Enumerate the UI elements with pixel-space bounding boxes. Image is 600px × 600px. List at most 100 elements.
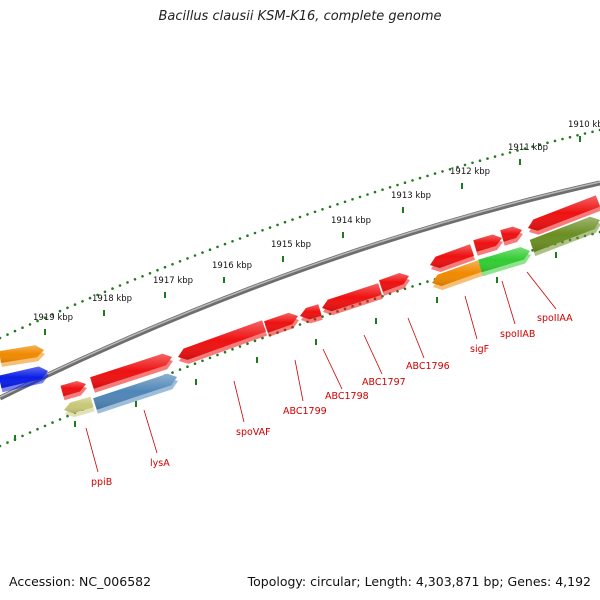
scale-dot bbox=[388, 186, 392, 189]
scale-dot bbox=[36, 319, 39, 323]
genome-backbone-highlight bbox=[0, 181, 600, 398]
scale-dot bbox=[238, 237, 242, 240]
gene-spoIIAA-highlight bbox=[529, 216, 600, 253]
scale-dot bbox=[156, 268, 159, 272]
scale-dot bbox=[223, 350, 227, 354]
scale-dot bbox=[291, 218, 294, 221]
gene-label-pointer bbox=[85, 427, 99, 473]
scale-tick-label: 1914 kbp bbox=[331, 216, 371, 226]
gene-label-spovaf: spoVAF bbox=[236, 427, 271, 438]
scale-dot bbox=[501, 153, 504, 156]
scale-dot bbox=[396, 183, 399, 187]
scale-dot bbox=[538, 143, 542, 146]
scale-dot bbox=[216, 245, 219, 249]
scale-dot bbox=[463, 163, 467, 167]
scale-dot bbox=[373, 190, 377, 194]
scale-dot bbox=[546, 141, 549, 145]
scale-dot bbox=[358, 195, 362, 199]
scale-dot bbox=[36, 427, 39, 431]
scale-dot bbox=[336, 203, 339, 206]
scale-dot bbox=[163, 265, 167, 269]
gene-label-pointer bbox=[526, 271, 557, 310]
scale-dot bbox=[351, 198, 354, 201]
scale-dot bbox=[193, 362, 197, 366]
gene-ABC1798-highlight bbox=[300, 304, 322, 320]
scale-dot bbox=[441, 170, 444, 173]
scale-dot bbox=[591, 130, 594, 134]
gene-label-lysa: lysA bbox=[150, 458, 170, 469]
scale-dot bbox=[433, 172, 437, 175]
scale-dot bbox=[313, 210, 317, 214]
gene-ABC1799-highlight bbox=[264, 312, 298, 333]
gene-label-pointer bbox=[363, 334, 383, 375]
scale-dot bbox=[21, 434, 24, 438]
scale-dot bbox=[366, 193, 369, 196]
scale-dot bbox=[298, 215, 302, 219]
gene-ppiB-khaki-highlight bbox=[64, 396, 94, 414]
scale-dot bbox=[216, 353, 219, 357]
scale-dot bbox=[66, 414, 69, 418]
scale-tick-label: 1918 kbp bbox=[92, 294, 132, 304]
scale-dot bbox=[96, 293, 99, 297]
scale-dot bbox=[478, 159, 482, 162]
scale-dot bbox=[403, 181, 407, 184]
gene-ABC1796-highlight bbox=[379, 273, 409, 292]
gene-label-ppib: ppiB bbox=[91, 477, 112, 488]
scale-dot bbox=[418, 176, 422, 180]
scale-dot bbox=[141, 275, 144, 278]
scale-dot bbox=[516, 149, 519, 152]
scale-dot bbox=[231, 240, 234, 243]
scale-tick-label: 1910 kbp bbox=[568, 120, 600, 130]
map-title: Bacillus clausii KSM-K16, complete genom… bbox=[158, 9, 442, 24]
scale-dot bbox=[531, 145, 534, 148]
scale-dot bbox=[81, 300, 84, 303]
genome-backbone bbox=[0, 180, 600, 401]
scale-dot bbox=[126, 281, 129, 284]
gene-label-abc1798: ABC1798 bbox=[325, 391, 369, 402]
scale-dot bbox=[381, 188, 384, 191]
scale-dot bbox=[448, 168, 452, 171]
gene-blue-left-highlight bbox=[0, 366, 48, 389]
scale-dot bbox=[0, 444, 2, 448]
scale-dot bbox=[253, 231, 257, 235]
gene-spoVAF-highlight bbox=[178, 320, 266, 360]
scale-dot bbox=[118, 284, 122, 287]
scale-dot bbox=[508, 151, 512, 154]
scale-dot bbox=[6, 441, 9, 444]
scale-tick-label: 1912 kbp bbox=[450, 167, 490, 177]
gene-label-pointer bbox=[322, 348, 343, 390]
scale-dot bbox=[13, 329, 17, 333]
gene-sigF-highlight bbox=[432, 260, 482, 286]
scale-dot bbox=[418, 282, 422, 286]
scale-dot bbox=[583, 132, 587, 135]
scale-dot bbox=[328, 205, 332, 209]
scale-dot bbox=[193, 254, 197, 257]
gene-label-pointer bbox=[407, 317, 425, 359]
scale-dot bbox=[568, 135, 572, 139]
scale-dot bbox=[486, 157, 489, 160]
scale-dot bbox=[21, 326, 24, 330]
scale-dot bbox=[58, 309, 62, 313]
scale-dot bbox=[133, 278, 137, 281]
scale-dot bbox=[283, 220, 287, 224]
gene-lysA-forward-highlight bbox=[90, 353, 172, 389]
scale-dot bbox=[411, 285, 414, 288]
scale-dot bbox=[88, 296, 92, 300]
scale-dot bbox=[43, 424, 47, 428]
scale-dot bbox=[51, 421, 54, 424]
gene-track bbox=[0, 195, 600, 418]
scale-dot bbox=[411, 179, 414, 182]
gene-spoIIAA-forward-highlight bbox=[500, 226, 522, 242]
scale-dot bbox=[246, 342, 249, 346]
scale-dot bbox=[231, 348, 234, 351]
scale-tick-label: 1919 kbp bbox=[33, 313, 73, 323]
scale-tick-label: 1917 kbp bbox=[153, 276, 193, 286]
scale-dot bbox=[28, 431, 32, 434]
scale-dot bbox=[66, 306, 69, 310]
gene-sigF-forward-highlight bbox=[430, 244, 474, 268]
scale-dot bbox=[73, 303, 77, 306]
scale-dot bbox=[268, 226, 272, 229]
gene-ABC1797-highlight bbox=[322, 283, 382, 312]
gene-red-right-highlight bbox=[528, 195, 600, 231]
gene-label-pointer bbox=[294, 359, 304, 402]
